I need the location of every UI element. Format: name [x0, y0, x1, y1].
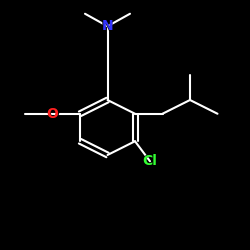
Text: N: N	[102, 19, 113, 33]
Text: N: N	[101, 19, 114, 34]
Text: Cl: Cl	[142, 154, 158, 169]
Text: O: O	[46, 106, 59, 121]
Text: O: O	[46, 107, 58, 121]
Text: Cl: Cl	[142, 154, 158, 168]
